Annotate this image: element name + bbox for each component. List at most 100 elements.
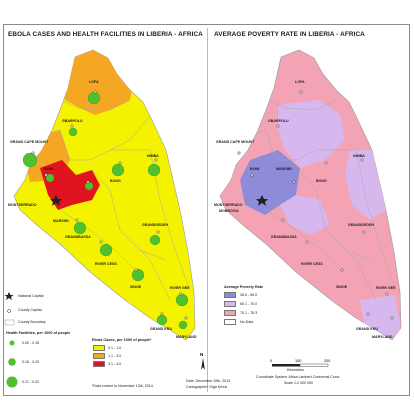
label-rivercess-r: RIVER CESS [301,262,323,266]
label-margibi-r: MARGIBI [276,167,292,171]
legend-cases-3: 3.1 - 4.0 [108,362,122,366]
poverty-swatch-2 [224,301,236,307]
scale-unit: Kilometres [287,368,304,372]
legend-cases-2: 1.1 - 3.0 [108,354,122,358]
poverty-swatch-4 [224,319,236,325]
label-grandcapemount: GRAND CAPE MOUNT [10,140,49,144]
national-capital-star-right [256,195,268,206]
facility-grandbassa [73,221,87,235]
poverty-class-2: 65.1 - 70.0 [240,302,258,306]
label-maryland-r: MARYLAND [372,335,393,339]
label-montserrado: MONTSERRADO [8,203,37,207]
right-map-title: AVERAGE POVERTY RATE IN LIBERIA - AFRICA [214,31,365,38]
facility-lofa [87,91,101,105]
legend-cases-swatch-3 [93,361,105,367]
legend-cases-1: 0.1 - 1.0 [108,346,122,350]
poverty-class-1: 38.5 - 65.0 [240,293,258,297]
facility-maryland [178,320,188,330]
county-capitals-right [237,90,394,320]
north-label: N [200,352,203,357]
footnote: *Data current to November 13th, 2014 [92,384,153,388]
north-arrow-icon: N [200,352,205,370]
label-grandbassa: GRANDBASSA [65,235,91,239]
label-bong: BONG [110,179,121,183]
poverty-swatch-3 [224,310,236,316]
label-bomi-r: BOMI [250,167,259,171]
county-capitals-left [31,90,188,320]
poverty-class-4: No Data [240,320,254,324]
legend-cases-swatch-2 [93,353,105,359]
scale-bar: 0 100 200 [270,359,330,367]
poverty-legend-title: Average Poverty Rate [224,285,264,289]
label-grandgedeh: GRANDGEDEH [142,223,168,227]
facility-bomi [45,173,55,183]
county-boundaries-right [235,99,397,301]
label-monrovia-r: MONROVIA [219,209,239,213]
panel-divider [207,28,208,392]
legend-facility-small [9,340,15,346]
facility-rivercess [99,243,113,257]
map-frame [3,24,410,396]
label-montserrado-r: MONTSERRADO [214,203,243,207]
label-nimba: NIMBA [147,154,159,158]
label-rivergee-r: RIVER GEE [376,286,396,290]
legend-facility-medium [8,358,16,366]
county-labels-right: LOFA GBARPOLU GRAND CAPE MOUNT BOMI MARG… [214,80,396,339]
scale-tick-100: 100 [295,359,301,363]
label-grandkru: GRAND KRU [150,327,172,331]
left-legend-symbols [4,292,18,388]
health-facility-symbols [22,91,189,330]
legend-county-boundary-label: County Boundary [18,320,46,324]
legend-national-capital-icon [4,292,14,300]
label-sinoe-r: SINOE [336,285,348,289]
facility-sinoe [131,268,145,282]
label-rivercess: RIVER CESS [95,262,117,266]
facility-capemount [22,152,38,168]
scale-tick-0: 0 [270,359,272,363]
poverty-class-3: 70.1 - 76.3 [240,311,258,315]
legend-facilities-title: Health Facilities, per 1000 of people [6,331,71,335]
county-labels-left: LOFA GBARPOLU GRAND CAPE MOUNT BOMI MONT… [8,80,197,339]
label-bong-r: BONG [316,179,327,183]
label-lofa: LOFA [89,80,99,84]
legend-facility-1: 0.00 - 0.15 [22,341,40,345]
legend-national-capital-label: National Capital [18,294,44,298]
legend-facility-2: 0.16 - 0.20 [22,360,40,364]
label-grandcapemount-r: GRAND CAPE MOUNT [216,140,255,144]
legend-county-boundary-icon [4,319,15,326]
scale-text: Scale 1:2 000 000 [284,381,313,385]
credit-cartographer: Cartographer: Olga Krhuk [186,385,228,389]
national-capital-star-left [50,195,62,206]
label-maryland: MARYLAND [176,335,197,339]
facility-grandkru [156,314,168,326]
county-bong-fill [278,100,345,168]
label-rivergee: RIVER GEE [170,286,190,290]
label-sinoe: SINOE [130,285,142,289]
credit-date: Date: December 10th, 2014 [186,379,231,383]
facility-margibi [84,181,94,191]
legend-cases-title: Ebola Cases, per 1000 of people* [92,338,152,342]
label-nimba-r: NIMBA [353,154,365,158]
label-grandbassa-r: GRANDBASSA [271,235,297,239]
poverty-swatch-1 [224,292,236,298]
facility-grandgedeh [149,234,161,246]
left-map-title: EBOLA CASES AND HEALTH FACILITIES IN LIB… [8,31,203,38]
label-bomi: BOMI [44,167,53,171]
facility-rivergee [175,293,189,307]
county-nimba-fill [345,150,386,220]
facility-bong [111,163,125,177]
scale-tick-200: 200 [324,359,330,363]
legend-county-capital-icon [7,309,11,313]
facility-gbarpolu [68,127,78,137]
label-gbarpolu-r: GBARPOLU [268,119,289,123]
coord-system: Coordinate System: Africa Lambert Confor… [256,375,340,379]
legend-facility-large [6,376,18,388]
legend-facility-3: 0.21 - 0.32 [22,380,40,384]
label-grandkru-r: GRAND KRU [356,327,378,331]
label-gbarpolu: GBARPOLU [62,119,83,123]
label-grandgedeh-r: GRANDGEDEH [348,223,374,227]
facility-nimba [147,163,161,177]
right-map: LOFA GBARPOLU GRAND CAPE MOUNT BOMI MARG… [214,49,402,341]
county-montserrado-margibi-fill [240,150,300,215]
